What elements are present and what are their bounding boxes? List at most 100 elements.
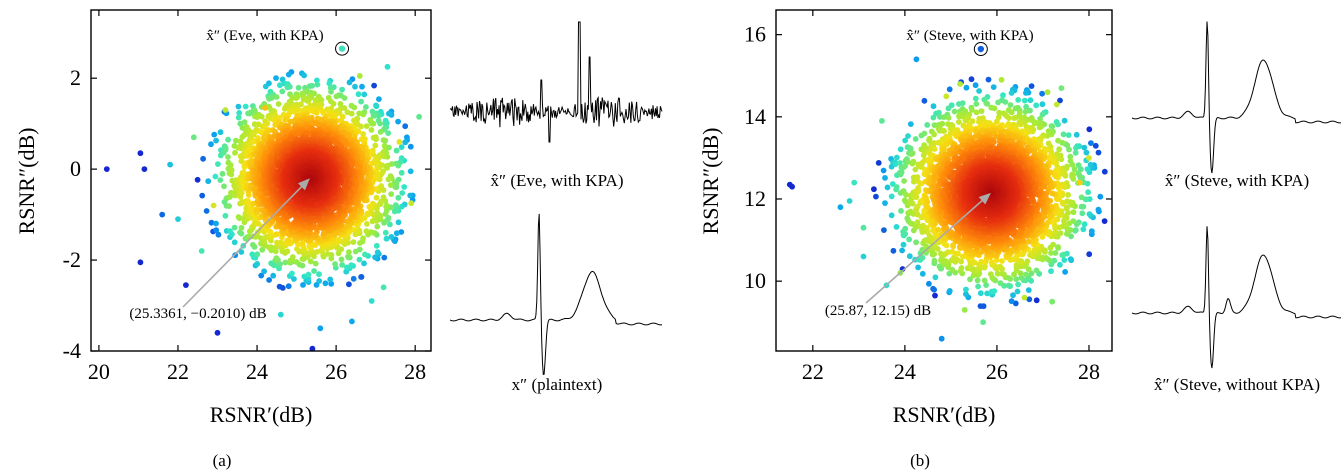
scatter-point xyxy=(1025,238,1032,245)
scatter-point xyxy=(358,136,365,143)
scatter-point xyxy=(1023,103,1029,110)
scatter-point xyxy=(373,194,380,201)
scatter-point xyxy=(358,98,364,105)
scatter-points-a xyxy=(103,45,422,351)
axis-ticks-a: 20 22 24 26 28-4-202 xyxy=(63,10,431,384)
scatter-point xyxy=(252,108,258,115)
scatter-point xyxy=(352,120,359,126)
scatter-point xyxy=(301,72,307,79)
scatter-point xyxy=(1017,121,1024,128)
scatter-point xyxy=(851,179,858,186)
scatter-point xyxy=(910,158,917,165)
scatter-point xyxy=(349,318,355,325)
scatter-point xyxy=(235,103,242,110)
scatter-point xyxy=(912,166,919,173)
scatter-point xyxy=(983,282,989,288)
scatter-point xyxy=(285,237,292,243)
scatter-point xyxy=(231,224,238,231)
scatter-point xyxy=(208,219,215,226)
scatter-point xyxy=(1039,111,1046,118)
scatter-point xyxy=(295,84,302,91)
scatter-point xyxy=(233,137,239,144)
scatter-point xyxy=(1023,90,1029,96)
scatter-point xyxy=(355,91,362,98)
scatter-point xyxy=(1088,228,1095,235)
scatter-point xyxy=(1060,131,1067,138)
scatter-point xyxy=(919,254,926,261)
scatter-point xyxy=(211,131,218,138)
scatter-point xyxy=(159,211,166,218)
scatter-point xyxy=(1086,211,1093,218)
scatter-point xyxy=(905,133,911,139)
scatter-point xyxy=(930,285,936,292)
scatter-point xyxy=(1079,210,1086,217)
scatter-point xyxy=(339,86,345,93)
scatter-point xyxy=(920,152,927,159)
scatter-point xyxy=(273,75,279,81)
scatter-point xyxy=(997,280,1004,286)
scatter-point xyxy=(1054,196,1060,203)
scatter-point xyxy=(383,163,390,170)
scatter-point xyxy=(1010,292,1016,299)
scatter-point xyxy=(316,278,323,284)
scatter-point xyxy=(1015,281,1021,288)
highlighted-point xyxy=(338,45,346,52)
scatter-point xyxy=(261,268,267,275)
scatter-point xyxy=(267,228,274,235)
scatter-point xyxy=(381,219,387,226)
scatter-point xyxy=(1050,159,1057,166)
scatter-point xyxy=(941,146,947,153)
scatter-point xyxy=(972,82,979,89)
scatter-point xyxy=(1066,220,1073,227)
scatter-point xyxy=(359,83,365,90)
scatter-point xyxy=(888,193,895,200)
scatter-point xyxy=(1007,102,1014,108)
scatter-point xyxy=(373,103,380,110)
scatter-point xyxy=(1073,131,1080,138)
scatter-point xyxy=(222,146,229,153)
scatter-point xyxy=(1066,146,1072,153)
y-tick-label: 0 xyxy=(70,156,81,181)
scatter-point xyxy=(871,186,877,193)
scatter-point xyxy=(1044,89,1051,96)
scatter-point xyxy=(393,160,399,167)
scatter-point xyxy=(338,256,345,263)
scatter-point xyxy=(289,254,296,260)
scatter-point xyxy=(946,86,953,93)
scatter-point xyxy=(328,280,335,287)
scatter-point xyxy=(990,84,997,90)
waveform-group-a: x̂″ (Eve, with KPA) x″ (plaintext) xyxy=(449,21,663,394)
scatter-point xyxy=(1049,190,1056,197)
scatter-point xyxy=(203,208,210,214)
scatter-point xyxy=(327,276,334,283)
scatter-point xyxy=(402,123,409,130)
scatter-point xyxy=(381,153,388,160)
scatter-point xyxy=(897,160,903,166)
scatter-point xyxy=(1045,219,1051,226)
scatter-point xyxy=(973,109,980,116)
scatter-point xyxy=(996,109,1003,116)
scatter-point xyxy=(313,109,320,116)
scatter-point xyxy=(332,261,338,267)
scatter-point xyxy=(391,208,398,215)
scatter-point xyxy=(1052,229,1059,236)
scatter-point xyxy=(1023,271,1029,278)
scatter-point xyxy=(926,280,932,287)
scatter-point xyxy=(963,117,970,124)
scatter-point xyxy=(1068,233,1074,240)
scatter-point xyxy=(368,127,375,133)
scatter-point xyxy=(344,109,351,116)
scatter-point xyxy=(225,154,231,160)
scatter-point xyxy=(932,292,938,299)
scatter-point xyxy=(232,252,239,259)
scatter-point xyxy=(348,102,355,109)
scatter-point xyxy=(250,241,256,248)
scatter-point xyxy=(988,259,995,266)
scatter-point xyxy=(1080,226,1087,233)
scatter-point xyxy=(939,120,946,127)
y-tick-label: 2 xyxy=(70,65,81,90)
y-tick-label: -4 xyxy=(63,338,81,363)
scatter-point xyxy=(370,211,376,218)
scatter-point xyxy=(951,108,958,115)
scatter-point xyxy=(1027,97,1034,104)
